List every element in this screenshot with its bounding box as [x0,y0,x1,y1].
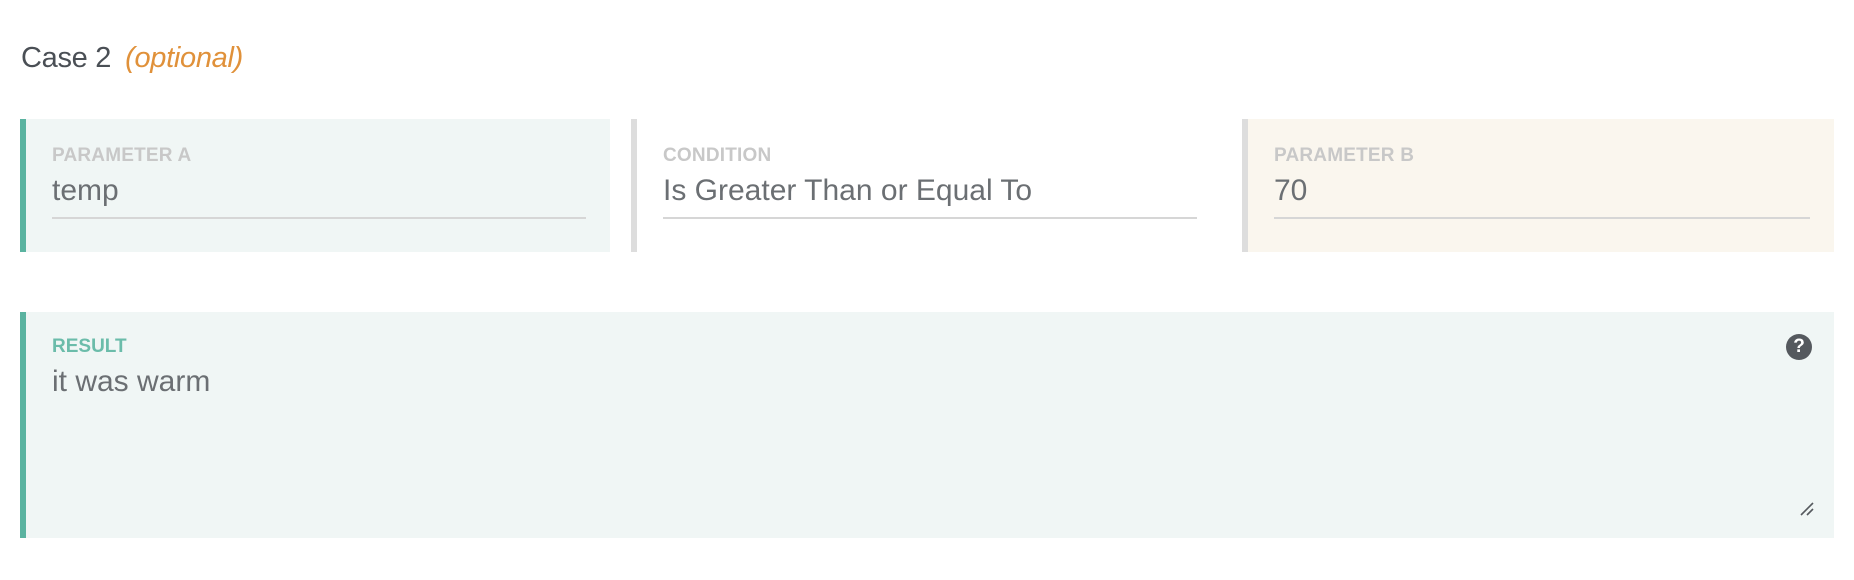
condition-field: CONDITION [631,119,1221,252]
result-label: RESULT [52,336,127,357]
resize-handle-icon[interactable] [1798,500,1814,516]
condition-select[interactable] [663,173,1197,219]
result-textarea[interactable]: it was warm [52,365,211,398]
question-circle-icon[interactable]: ? [1786,334,1812,360]
condition-label: CONDITION [663,145,772,166]
parameter-b-field: PARAMETER B [1242,119,1834,252]
result-field[interactable]: RESULT it was warm ? [20,312,1834,538]
parameter-b-label: PARAMETER B [1274,145,1415,166]
case-title: Case 2 [21,42,112,74]
parameter-b-input[interactable] [1274,173,1810,219]
parameter-a-input[interactable] [52,173,586,219]
case-heading: Case 2 (optional) [21,42,243,75]
parameter-a-label: PARAMETER A [52,145,192,166]
parameter-a-field: PARAMETER A [20,119,610,252]
optional-label: (optional) [125,42,243,74]
